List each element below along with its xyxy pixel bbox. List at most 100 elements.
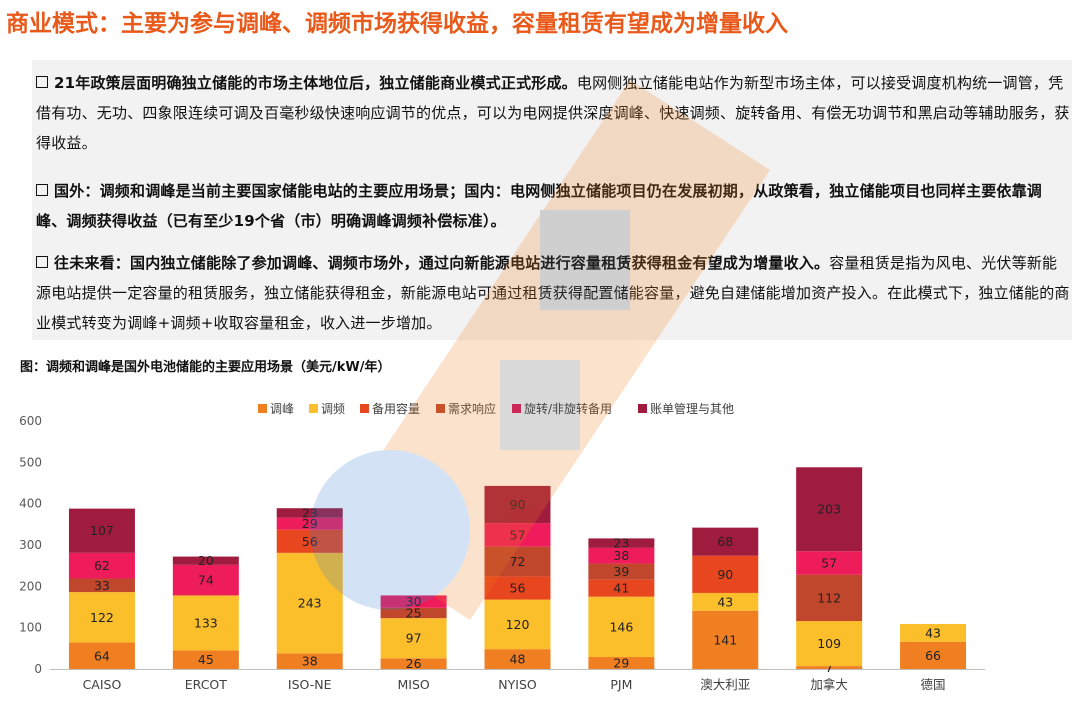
chart-caption: 图：调频和调峰是国外电池储能的主要应用场景（美元/kW/年）	[20, 360, 391, 375]
bar-segment	[484, 546, 551, 577]
data-label: 203	[817, 502, 841, 517]
legend-swatch	[638, 404, 647, 413]
bar-segment	[588, 538, 655, 548]
bar-segment	[588, 657, 655, 669]
x-tick-label: MISO	[397, 677, 429, 692]
data-label: 112	[817, 590, 841, 605]
legend-entry: 账单管理与其他	[650, 401, 734, 416]
data-label: 97	[406, 631, 422, 646]
x-tick-label: 澳大利亚	[700, 677, 750, 692]
bar-segment	[276, 552, 343, 654]
bar-segment	[692, 555, 759, 593]
legend-swatch	[258, 404, 267, 413]
bar-segment	[484, 649, 551, 669]
y-tick-label: 300	[19, 538, 42, 552]
data-label: 20	[198, 553, 214, 568]
bar-segment	[588, 579, 655, 597]
square-bullet-icon	[36, 184, 48, 196]
data-label: 62	[94, 558, 110, 573]
bar-segment	[588, 547, 655, 564]
data-label: 29	[302, 516, 318, 531]
bar-segment	[172, 650, 239, 669]
bullet-paragraph: 国外：调频和调峰是当前主要国家储能电站的主要应用场景；国内：电网侧独立储能项目仍…	[36, 176, 1070, 236]
data-label: 26	[406, 656, 422, 671]
legend-swatch	[436, 404, 445, 413]
data-label: 29	[613, 656, 629, 671]
square-bullet-icon	[36, 76, 48, 88]
bar-segment	[484, 523, 551, 547]
bar-segment	[172, 564, 239, 596]
bar-segment	[380, 607, 447, 619]
legend-entry: 备用容量	[372, 401, 420, 416]
bar-segment	[796, 551, 863, 575]
bar-segment	[900, 623, 967, 642]
data-label: 25	[406, 605, 422, 620]
data-label: 64	[94, 648, 110, 663]
bullet-normal-text: 容量租赁是指为风电、光伏等新能源电站提供一定容量的租赁服务，独立储能获得租金，新…	[36, 254, 1070, 332]
x-tick-label: 德国	[921, 677, 946, 692]
bar-segment	[276, 653, 343, 669]
data-label: 38	[613, 548, 629, 563]
bullet-bold-text: 21年政策层面明确独立储能的市场主体地位后，独立储能商业模式正式形成。	[54, 74, 577, 92]
x-tick-label: ERCOT	[185, 677, 228, 692]
x-tick-label: 加拿大	[810, 677, 848, 692]
text-panel	[32, 60, 1072, 340]
data-label: 74	[198, 573, 214, 588]
data-label: 122	[90, 610, 114, 625]
bar-segment	[484, 599, 551, 650]
legend-swatch	[512, 404, 521, 413]
data-label: 146	[609, 619, 633, 634]
bullet-normal-text: 电网侧独立储能电站作为新型市场主体，可以接受调度机构统一调管，凭借有功、无功、四…	[36, 74, 1070, 152]
bar-segment	[796, 574, 863, 622]
data-label: 90	[510, 497, 526, 512]
data-label: 33	[94, 578, 110, 593]
bar-segment	[172, 556, 239, 565]
data-label: 56	[510, 580, 526, 595]
bar-segment	[276, 529, 343, 553]
data-label: 72	[510, 554, 526, 569]
data-label: 90	[717, 567, 733, 582]
x-tick-label: CAISO	[83, 677, 122, 692]
bar-segment	[692, 592, 759, 611]
data-label: 38	[302, 654, 318, 669]
data-label: 133	[194, 615, 218, 630]
legend-entry: 调频	[321, 402, 345, 416]
y-tick-label: 100	[19, 621, 42, 635]
bar-segment	[380, 658, 447, 669]
page-title: 商业模式：主要为参与调峰、调频市场获得收益，容量租赁有望成为增量收入	[6, 11, 788, 37]
bar-segment	[276, 508, 343, 518]
y-tick-label: 400	[19, 497, 42, 511]
bar-segment	[692, 610, 759, 669]
square-bullet-icon	[36, 256, 48, 268]
y-tick-label: 500	[19, 455, 42, 469]
data-label: 243	[298, 596, 322, 611]
legend-entry: 调峰	[270, 402, 294, 416]
data-label: 57	[821, 555, 837, 570]
data-label: 120	[506, 617, 530, 632]
data-label: 30	[406, 594, 422, 609]
bullet-bold-text: 往未来看：国内独立储能除了参加调峰、调频市场外，通过向新能源电站进行容量租赁获得…	[54, 254, 830, 272]
legend-entry: 旋转/非旋转备用	[524, 401, 612, 416]
x-tick-label: NYISO	[498, 677, 537, 692]
data-label: 39	[613, 564, 629, 579]
data-label: 43	[717, 594, 733, 609]
bullet-bold-text: 国外：调频和调峰是当前主要国家储能电站的主要应用场景；国内：电网侧独立储能项目仍…	[36, 182, 1043, 230]
bar-segment	[380, 595, 447, 608]
data-label: 45	[198, 652, 214, 667]
bar-segment	[796, 467, 863, 552]
bar-segment	[172, 595, 239, 651]
bullet-paragraph: 21年政策层面明确独立储能的市场主体地位后，独立储能商业模式正式形成。电网侧独立…	[36, 68, 1070, 158]
bar-segment	[900, 641, 967, 669]
x-tick-label: ISO-NE	[288, 677, 332, 692]
legend-swatch	[360, 404, 369, 413]
bar-segment	[68, 552, 135, 579]
data-label: 23	[302, 505, 318, 520]
data-label: 56	[302, 534, 318, 549]
bar-segment	[588, 563, 655, 580]
bar-segment	[68, 578, 135, 593]
x-tick-label: PJM	[610, 677, 632, 692]
bar-segment	[68, 508, 135, 553]
bar-segment	[588, 596, 655, 658]
bar-segment	[276, 517, 343, 530]
